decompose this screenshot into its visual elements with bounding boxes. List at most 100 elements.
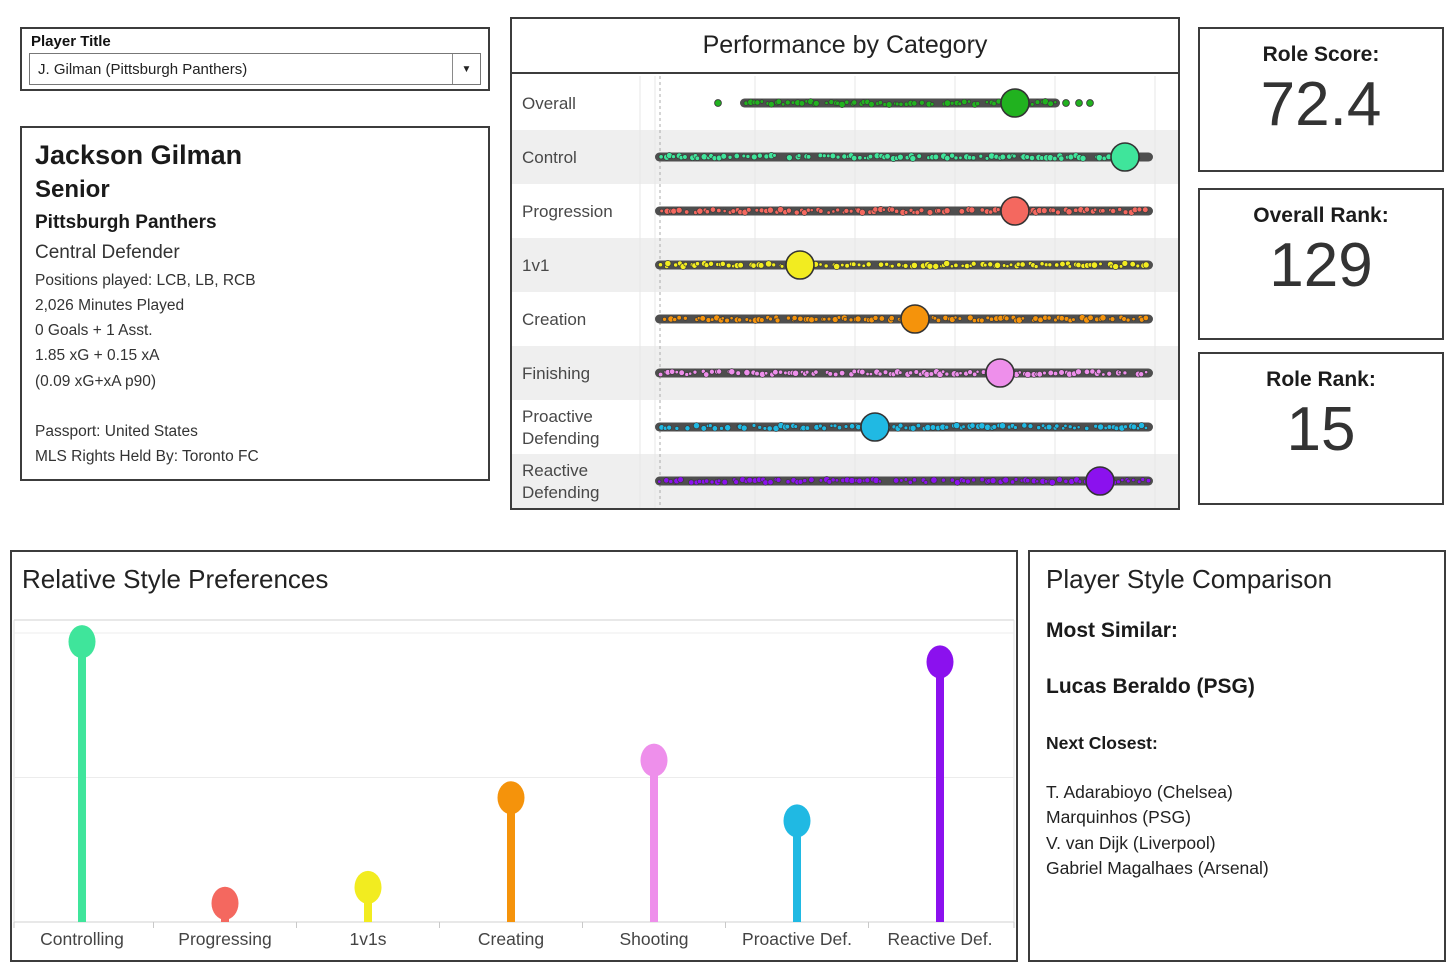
distribution-dot <box>995 207 1001 212</box>
distribution-dot <box>737 261 744 269</box>
distribution-dot <box>932 153 940 161</box>
role-rank-value: 15 <box>1286 395 1356 464</box>
distribution-dot <box>833 263 841 270</box>
distribution-dot <box>868 101 875 108</box>
distribution-dot <box>961 98 968 105</box>
style-lollipop-shooting[interactable] <box>640 743 668 777</box>
distribution-dot <box>1109 316 1116 322</box>
distribution-dot <box>798 100 806 107</box>
distribution-dot <box>972 371 978 377</box>
overall-rank-value: 129 <box>1269 231 1373 300</box>
player-info-panel: Jackson Gilman Senior Pittsburgh Panther… <box>20 126 490 481</box>
distribution-dot <box>818 478 824 483</box>
distribution-dot <box>1122 209 1129 215</box>
performance-mark-1v1[interactable] <box>785 250 815 280</box>
distribution-dot <box>930 476 938 484</box>
performance-mark-finishing[interactable] <box>985 358 1015 388</box>
distribution-dot <box>1024 370 1032 379</box>
distribution-dot <box>757 425 763 430</box>
chevron-down-icon[interactable]: ▼ <box>452 54 480 84</box>
distribution-dot <box>1033 264 1039 269</box>
style-lollipop-reactive-def-[interactable] <box>926 645 954 679</box>
distribution-dot <box>833 371 839 378</box>
distribution-dot <box>943 207 951 215</box>
distribution-dot <box>751 153 758 161</box>
distribution-dot <box>958 155 963 160</box>
distribution-dot <box>941 369 946 374</box>
distribution-dot <box>1142 314 1149 321</box>
distribution-dot <box>735 370 741 376</box>
style-lollipop-proactive-def-[interactable] <box>783 804 811 838</box>
distribution-dot <box>684 209 690 215</box>
distribution-dot <box>733 479 739 485</box>
x-axis-label: Proactive Def. <box>742 929 852 949</box>
distribution-dot <box>822 317 827 322</box>
distribution-dot <box>720 316 725 321</box>
distribution-dot <box>848 208 854 214</box>
distribution-dot <box>765 260 773 268</box>
distribution-dot <box>856 262 862 267</box>
distribution-dot <box>775 477 782 483</box>
distribution-dot <box>836 315 842 320</box>
performance-mark-progression[interactable] <box>1000 196 1030 226</box>
distribution-dot <box>888 315 895 322</box>
spacer <box>35 394 478 419</box>
performance-mark-creation[interactable] <box>900 304 930 334</box>
distribution-dot <box>835 154 841 160</box>
role-score-label: Role Score: <box>1262 43 1380 66</box>
distribution-dot <box>818 262 823 267</box>
distribution-dot <box>801 209 808 216</box>
distribution-dot <box>960 263 965 268</box>
distribution-dot <box>772 153 777 158</box>
lollipop-stem <box>507 797 515 922</box>
distribution-dot <box>716 207 722 214</box>
distribution-dot <box>1063 478 1069 484</box>
distribution-dot <box>1144 370 1149 375</box>
distribution-dot <box>797 315 804 322</box>
distribution-dot <box>1100 208 1106 214</box>
player-select[interactable]: J. Gilman (Pittsburgh Panthers) ▼ <box>29 53 481 85</box>
row-label: Control <box>522 148 577 167</box>
distribution-dot <box>821 153 827 159</box>
distribution-dot <box>848 317 854 323</box>
performance-mark-proactive-defending[interactable] <box>860 412 890 442</box>
style-lollipop-progressing[interactable] <box>211 886 239 920</box>
performance-mark-overall[interactable] <box>1000 88 1030 118</box>
performance-strip-chart: Overall Control Progression 1v1 Creation Fini… <box>512 76 1178 508</box>
distribution-dot <box>693 422 700 430</box>
distribution-dot <box>1035 479 1040 484</box>
performance-mark-control[interactable] <box>1110 142 1140 172</box>
style-lollipop-1v1s[interactable] <box>354 870 382 904</box>
distribution-dot <box>1036 371 1043 378</box>
distribution-dot <box>943 99 952 107</box>
distribution-dot <box>1101 372 1106 377</box>
distribution-dot <box>1098 261 1103 267</box>
x-axis-label: Reactive Def. <box>887 929 992 949</box>
distribution-dot <box>658 154 664 160</box>
distribution-dot <box>999 422 1006 430</box>
distribution-dot <box>694 155 700 161</box>
distribution-dot <box>802 478 808 484</box>
distribution-dot <box>700 425 707 432</box>
performance-mark-reactive-defending[interactable] <box>1085 466 1115 496</box>
distribution-dot <box>745 154 751 159</box>
distribution-dot <box>1084 425 1090 431</box>
distribution-dot <box>1058 155 1065 162</box>
distribution-dot <box>1029 154 1036 161</box>
distribution-dot <box>967 99 972 104</box>
distribution-dot <box>764 371 769 376</box>
player-select-value[interactable]: J. Gilman (Pittsburgh Panthers) <box>38 60 248 78</box>
distribution-dot <box>678 369 685 376</box>
distribution-dot <box>983 262 988 268</box>
style-lollipop-creating[interactable] <box>497 781 525 815</box>
distribution-dot <box>911 477 918 483</box>
distribution-dot <box>1047 369 1054 377</box>
distribution-dot <box>890 263 895 269</box>
distribution-dot <box>1030 102 1035 107</box>
player-role: Central Defender <box>35 242 180 264</box>
style-lollipop-controlling[interactable] <box>68 625 96 659</box>
most-similar-label: Most Similar: <box>1046 619 1178 642</box>
distribution-dot <box>657 479 662 484</box>
distribution-dot <box>865 261 872 268</box>
distribution-dot <box>694 261 700 267</box>
